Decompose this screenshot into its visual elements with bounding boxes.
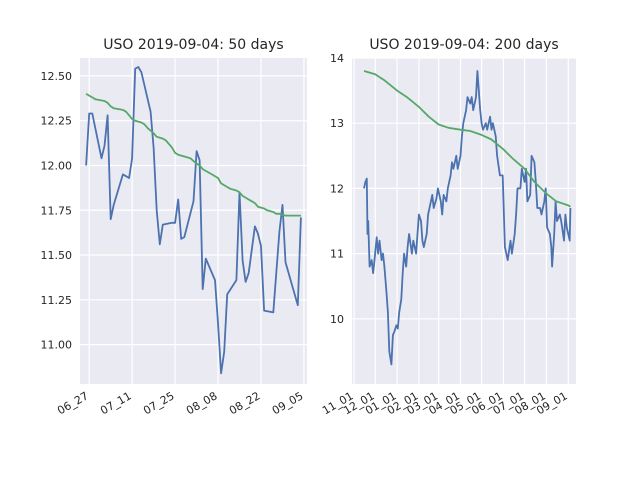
y-tick-label: 13: [330, 117, 344, 130]
chart-panel-200-days: 101112131411_0112_0101_0102_0103_0104_01…: [320, 37, 576, 417]
x-tick-label: 07_25: [141, 389, 177, 417]
plot-area: [80, 58, 307, 384]
y-tick-label: 11.25: [41, 294, 73, 307]
chart-title: USO 2019-09-04: 50 days: [103, 37, 283, 53]
y-tick-label: 12: [330, 182, 344, 195]
moving-average-line: [363, 70, 571, 208]
y-tick-label: 11.00: [41, 339, 73, 352]
y-tick-label: 11: [330, 248, 344, 261]
x-tick-label: 09_05: [270, 389, 306, 417]
price-series-line: [85, 66, 302, 375]
y-tick-label: 14: [330, 52, 344, 65]
y-tick-label: 12.00: [41, 159, 73, 172]
x-tick-label: 08_22: [227, 389, 263, 417]
x-tick-label: 08_08: [184, 389, 220, 417]
x-tick-label: 07_11: [98, 389, 134, 417]
chart-title: USO 2019-09-04: 200 days: [369, 37, 558, 53]
y-tick-label: 11.75: [41, 204, 73, 217]
y-tick-label: 10: [330, 313, 344, 326]
y-tick-label: 11.50: [41, 249, 73, 262]
price-series-line: [363, 70, 572, 366]
plot-area: [352, 58, 576, 384]
x-tick-label: 06_27: [55, 389, 91, 417]
chart-panel-50-days: 11.00 11.25 11.50 11.75 12.00 12.25 12.50 06_27…: [41, 37, 307, 417]
y-tick-label: 12.25: [41, 115, 73, 128]
y-tick-label: 12.50: [41, 70, 73, 83]
moving-average-line: [85, 93, 301, 217]
